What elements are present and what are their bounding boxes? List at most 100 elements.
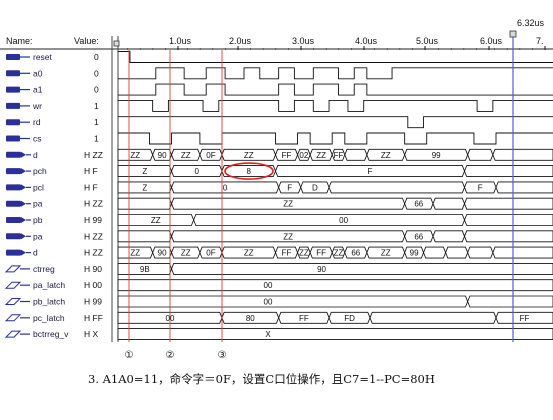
bus-segment bbox=[117, 295, 469, 308]
time-marker-label: ① bbox=[125, 350, 134, 361]
bus-segment bbox=[464, 214, 553, 226]
signal-row-pa[interactable]: pa bbox=[6, 231, 43, 241]
bus-segment bbox=[152, 148, 173, 161]
bus-segment bbox=[423, 246, 447, 259]
bus-value-label: FF bbox=[316, 249, 326, 258]
bus-segment bbox=[328, 181, 465, 194]
bus-segment bbox=[309, 246, 333, 259]
bus-value-label: 8 bbox=[246, 167, 251, 176]
signal-name: rd bbox=[33, 117, 41, 127]
signal-row-d[interactable]: d bbox=[6, 248, 38, 258]
bus-segment bbox=[278, 181, 302, 194]
signal-name: pa_latch bbox=[33, 280, 65, 290]
bus-segment bbox=[404, 148, 469, 161]
bus-value-label: 9B bbox=[140, 265, 150, 274]
signal-name: wr bbox=[32, 101, 42, 111]
bus-pin-icon bbox=[6, 217, 31, 223]
bus-segment bbox=[171, 165, 223, 178]
bus-segment bbox=[297, 246, 311, 259]
signal-value: H ZZ bbox=[84, 248, 103, 258]
signal-row-pb[interactable]: pb bbox=[6, 215, 43, 225]
digital-waveform bbox=[118, 51, 553, 63]
bus-value-label: 0F bbox=[206, 151, 215, 160]
signal-row-rd[interactable]: rd bbox=[6, 117, 41, 127]
signal-name: bctrreg_v bbox=[33, 329, 69, 339]
signal-row-pa[interactable]: pa bbox=[6, 199, 43, 209]
tick-label: 4.0us bbox=[355, 36, 378, 46]
bus-segment bbox=[275, 148, 299, 161]
signal-row-wr[interactable]: wr bbox=[6, 101, 42, 111]
caption-text: 3. A1A0=11，命令字＝0F，设置C口位操作，且C7=1--PC=80H bbox=[88, 372, 435, 386]
signal-row-pch[interactable]: pch bbox=[6, 166, 47, 176]
time-cursor-handle[interactable] bbox=[509, 30, 517, 38]
signal-row-pcl[interactable]: pcl bbox=[6, 182, 44, 192]
bus-waveform: ZZ 90 ZZ 0F ZZ FF ZZ FF ZZ 66 ZZ 99 bbox=[117, 246, 553, 259]
bus-value-label: FF bbox=[282, 249, 292, 258]
bus-value-label: 0F bbox=[206, 249, 215, 258]
signal-row-cs[interactable]: cs bbox=[6, 134, 42, 144]
signal-row-pb_latch[interactable]: pb_latch bbox=[4, 297, 65, 307]
bus-segment bbox=[275, 246, 299, 259]
signal-value: H 99 bbox=[84, 297, 102, 307]
signal-name: pc_latch bbox=[33, 313, 65, 323]
digital-waveform bbox=[118, 99, 553, 112]
bus-segment bbox=[117, 181, 173, 194]
time-markers[interactable]: ① ② ③ bbox=[125, 30, 517, 361]
bus-value-label: ZZ bbox=[381, 249, 391, 258]
input-pin-icon bbox=[6, 135, 30, 142]
bus-segment bbox=[171, 197, 406, 210]
bus-segment bbox=[331, 148, 346, 161]
tick-label: 2.0us bbox=[229, 36, 252, 46]
bus-value-label: 00 bbox=[264, 281, 273, 290]
signal-value: H 90 bbox=[84, 264, 102, 274]
bus-segment bbox=[492, 148, 553, 161]
bus-segment bbox=[344, 246, 368, 259]
bus-value-label: ZZ bbox=[181, 249, 191, 258]
bus-waveform: 00 80 FF FD FF bbox=[117, 311, 553, 324]
bus-segment bbox=[199, 148, 223, 161]
bus-value-label: F bbox=[287, 183, 292, 192]
signal-row-reset[interactable]: reset bbox=[6, 52, 53, 62]
signal-row-d[interactable]: d bbox=[6, 150, 38, 160]
origin-cursor-handle[interactable] bbox=[113, 40, 120, 47]
bus-segment bbox=[464, 230, 553, 243]
bus-value-label: Z bbox=[142, 183, 147, 192]
bus-segment bbox=[193, 214, 465, 226]
bus-value-label: 90 bbox=[317, 265, 326, 274]
signal-row-ctrreg[interactable]: ctrreg bbox=[4, 264, 55, 274]
bus-segment bbox=[117, 214, 195, 226]
bus-segment bbox=[495, 311, 553, 324]
bus-segment bbox=[464, 181, 497, 194]
input-pin-icon bbox=[6, 54, 30, 60]
signal-value: H F bbox=[84, 166, 98, 176]
signal-row-pa_latch[interactable]: pa_latch bbox=[4, 280, 65, 290]
bus-value-label: ZZ bbox=[316, 151, 326, 160]
tick-label: 6.0us bbox=[480, 36, 503, 46]
signal-row-pc_latch[interactable]: pc_latch bbox=[4, 313, 65, 323]
bus-segment bbox=[171, 148, 201, 161]
digital-waveform bbox=[118, 116, 553, 129]
digital-waveform bbox=[118, 83, 553, 96]
bus-segment bbox=[404, 230, 434, 243]
bus-value-label: FF bbox=[299, 314, 309, 323]
signal-name: pb bbox=[33, 215, 43, 225]
signal-row-a0[interactable]: a0 bbox=[6, 68, 43, 78]
input-pin-icon bbox=[6, 102, 30, 109]
signal-row-bctrreg_v[interactable]: bctrreg_v bbox=[4, 329, 69, 339]
bus-segment bbox=[278, 311, 330, 324]
signal-value: H F bbox=[84, 182, 98, 192]
signal-value: H X bbox=[84, 329, 99, 339]
signal-value: 1 bbox=[94, 101, 99, 111]
bus-segment bbox=[366, 148, 406, 161]
bus-pin-icon bbox=[6, 233, 31, 240]
input-pin-icon bbox=[6, 70, 30, 77]
signal-row-a1[interactable]: a1 bbox=[6, 85, 43, 95]
bus-value-label: ZZ bbox=[283, 232, 293, 241]
signal-name: reset bbox=[33, 52, 53, 62]
header: Name: Value: 6.32us bbox=[6, 18, 545, 46]
bus-segment bbox=[369, 311, 497, 324]
signal-names-panel[interactable]: reset a0 a1 wr rd cs d pch pcl pa pb pa d ctrreg pa_la… bbox=[4, 52, 69, 339]
bus-segment bbox=[117, 262, 173, 275]
